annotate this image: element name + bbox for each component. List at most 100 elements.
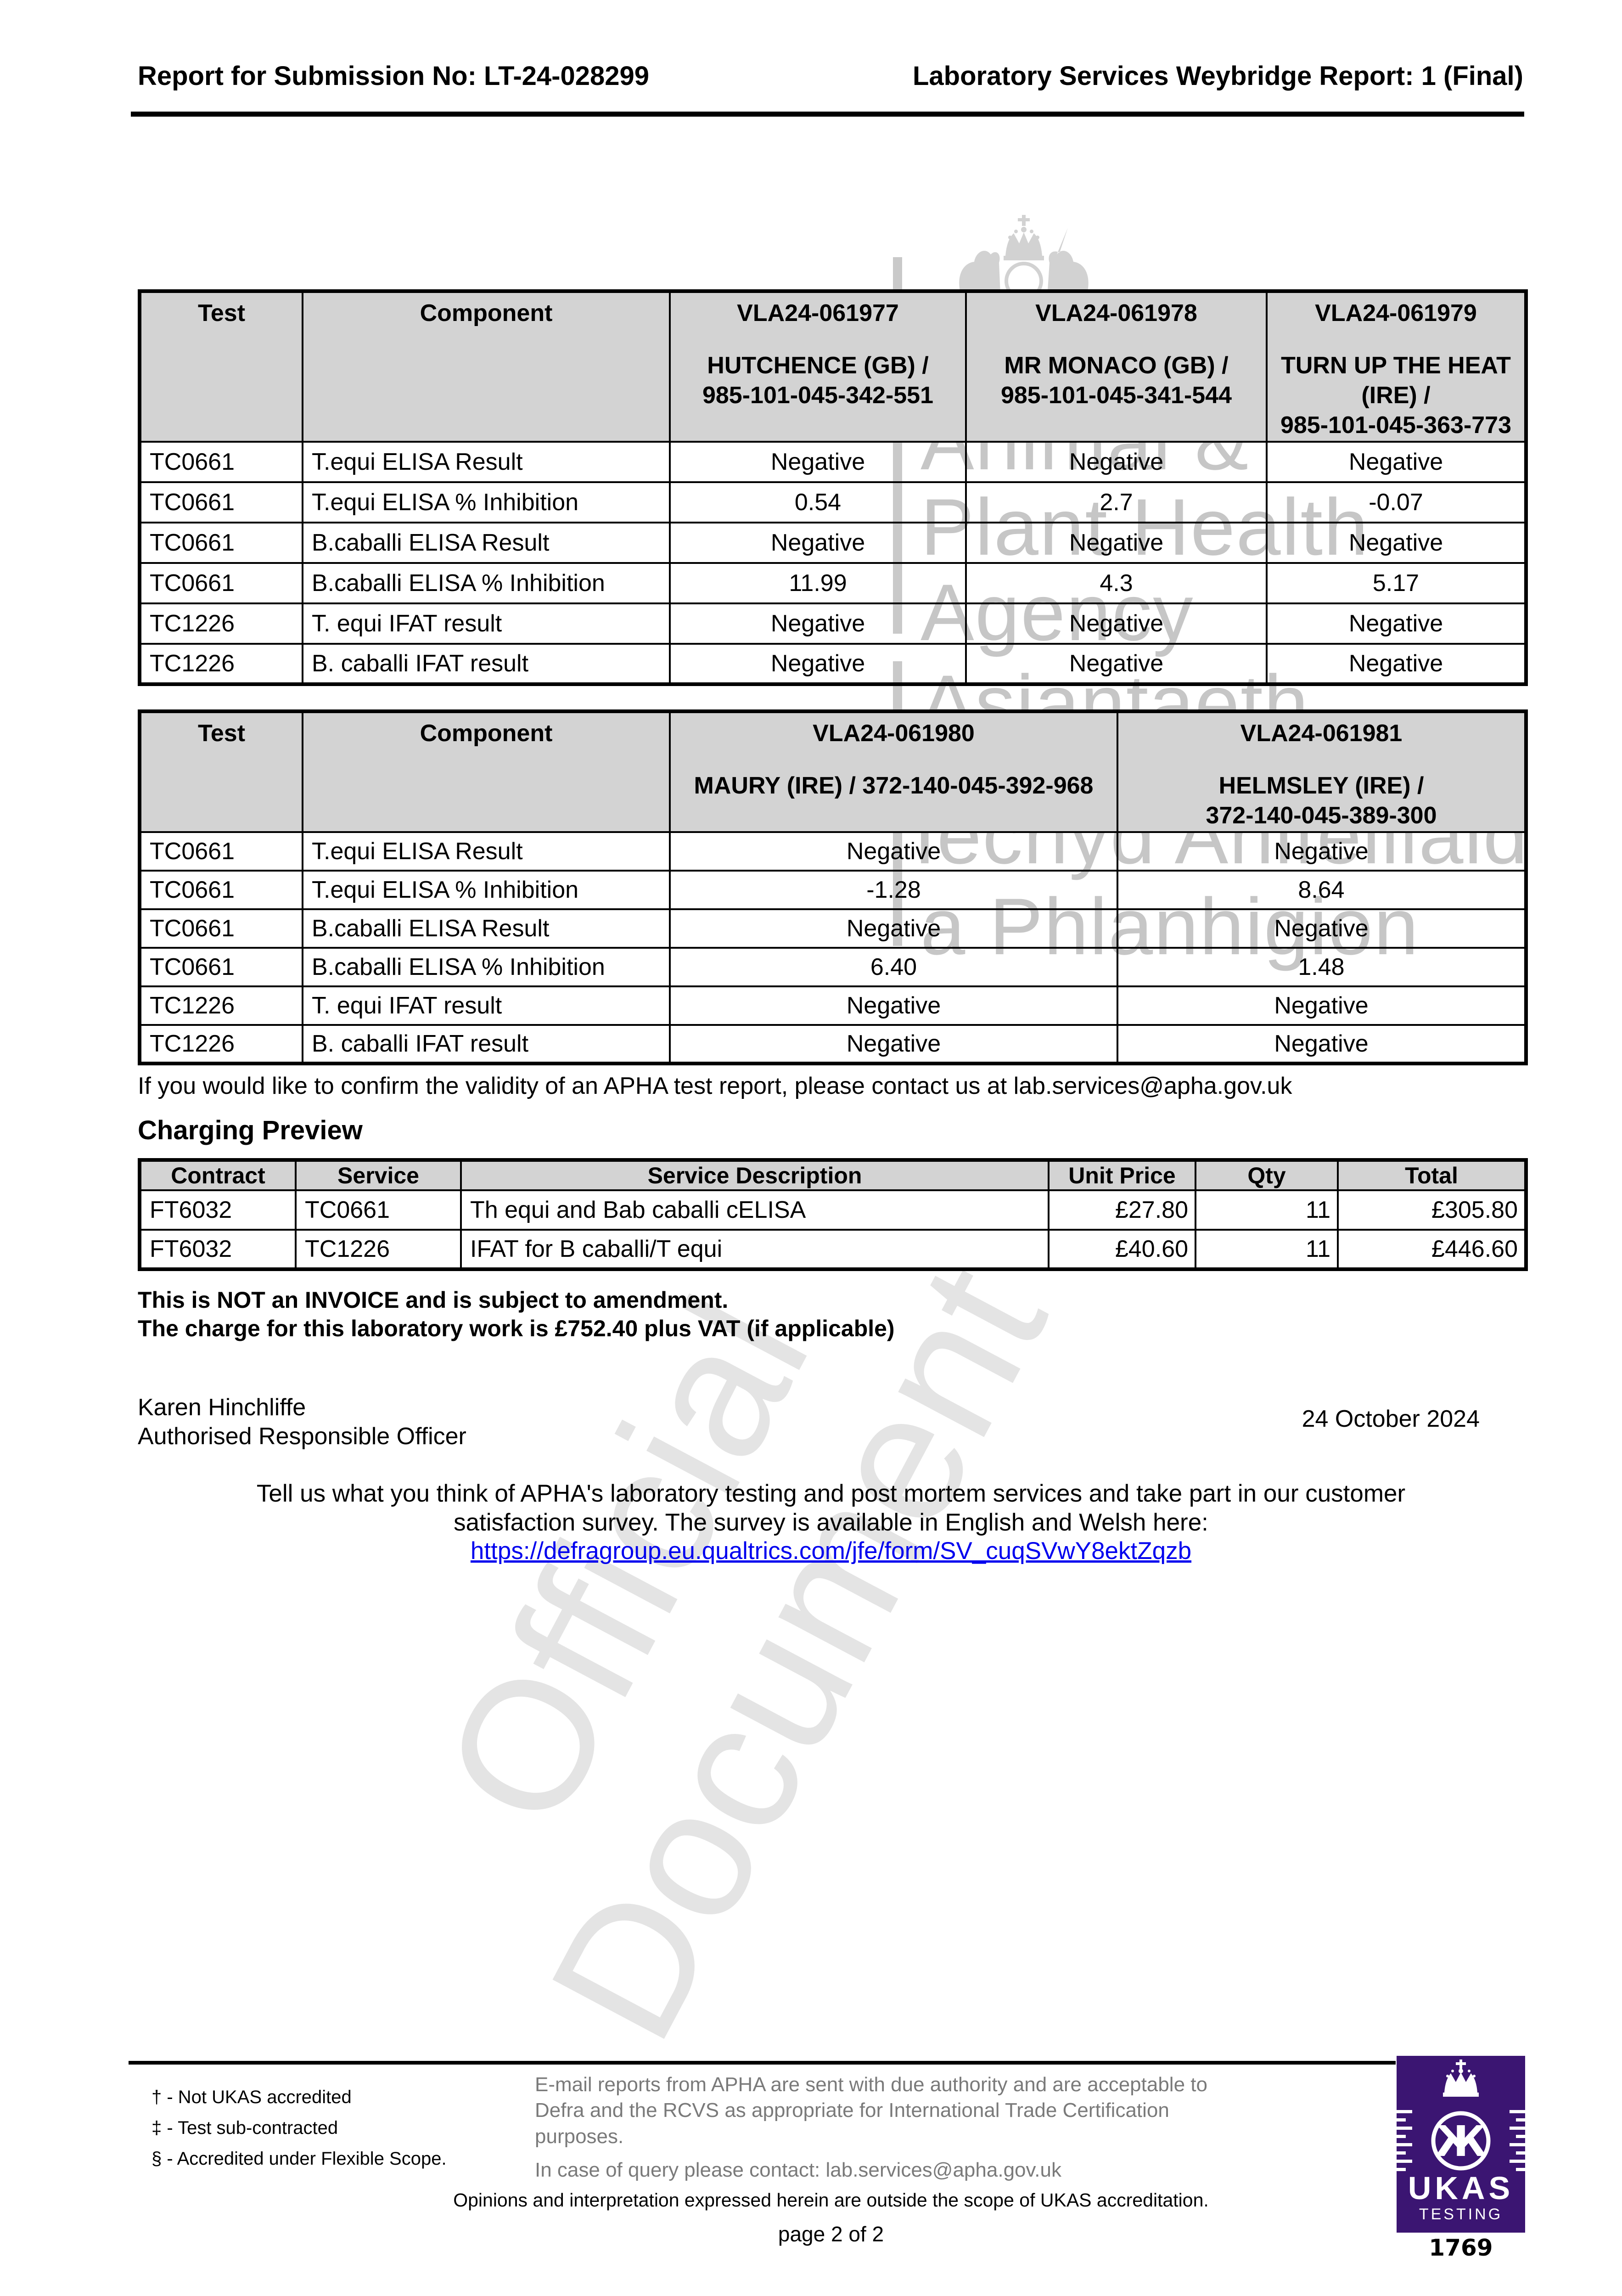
survey-text-line2: satisfaction survey. The survey is avail… <box>454 1508 1208 1536</box>
result-value: -1.28 <box>669 870 1118 910</box>
result-value: Negative <box>1266 602 1527 645</box>
result-value: Negative <box>669 441 967 483</box>
test-code: TC0661 <box>139 481 303 523</box>
result-value: Negative <box>1117 1024 1527 1064</box>
sample-id: VLA24-061977 <box>737 300 899 326</box>
component: B. caballi IFAT result <box>302 1024 671 1064</box>
qty: 11 <box>1195 1229 1339 1270</box>
ukas-device-mark: Ж <box>1435 2117 1487 2166</box>
test-code: TC0661 <box>139 441 303 483</box>
result-value: 2.7 <box>965 481 1268 523</box>
result-value: Negative <box>669 831 1118 872</box>
table-row: TC0661 T.equi ELISA % Inhibition -1.28 8… <box>139 870 1527 910</box>
test-code: TC1226 <box>139 985 303 1026</box>
result-value: Negative <box>669 908 1118 949</box>
legend-subcontracted: ‡ - Test sub-contracted <box>152 2118 338 2138</box>
report-date: 24 October 2024 <box>1302 1406 1480 1432</box>
charging-preview-title: Charging Preview <box>138 1115 363 1145</box>
component: B.caballi ELISA Result <box>302 522 671 564</box>
sample-ref: 985-101-045-341-544 <box>1000 382 1232 409</box>
ukas-testing-logo: Ж UKAS TESTING <box>1397 2056 1525 2233</box>
col-header-component: Component <box>302 710 671 833</box>
sample-ref: 985-101-045-342-551 <box>702 382 934 409</box>
table-row: TC1226 T. equi IFAT result Negative Nega… <box>139 985 1527 1026</box>
opinions-disclaimer: Opinions and interpretation expressed he… <box>453 2189 1209 2211</box>
sample-name: MAURY (IRE) / 372-140-045-392-968 <box>694 772 1094 799</box>
component: T.equi ELISA Result <box>302 831 671 872</box>
result-value: Negative <box>1117 985 1527 1026</box>
result-value: Negative <box>1117 908 1527 949</box>
query-contact-note: In case of query please contact: lab.ser… <box>535 2159 1061 2181</box>
service-description: IFAT for B caballi/T equi <box>460 1229 1050 1270</box>
legend-not-ukas: † - Not UKAS accredited <box>152 2087 352 2107</box>
table-row: TC0661 T.equi ELISA % Inhibition 0.54 2.… <box>139 481 1527 523</box>
component: B. caballi IFAT result <box>302 643 671 685</box>
sample-name: MR MONACO (GB) / <box>1004 352 1229 379</box>
result-value: Negative <box>965 602 1268 645</box>
result-value: Negative <box>669 522 967 564</box>
service: TC0661 <box>295 1189 462 1231</box>
total: £305.80 <box>1337 1189 1527 1231</box>
result-value: 0.54 <box>669 481 967 523</box>
table-row: FT6032 TC1226 IFAT for B caballi/T equi … <box>139 1229 1527 1270</box>
signatory-role: Authorised Responsible Officer <box>138 1423 466 1450</box>
table-row: TC0661 B.caballi ELISA Result Negative N… <box>139 908 1527 949</box>
sample-id: VLA24-061978 <box>1035 300 1197 326</box>
report-submission-title: Report for Submission No: LT-24-028299 <box>138 61 650 91</box>
result-value: 1.48 <box>1117 947 1527 987</box>
result-value: Negative <box>669 643 967 685</box>
sample-name: HELMSLEY (IRE) / <box>1218 772 1424 799</box>
table-row: TC0661 B.caballi ELISA Result Negative N… <box>139 522 1527 564</box>
table-row: TC1226 T. equi IFAT result Negative Nega… <box>139 602 1527 645</box>
test-code: TC0661 <box>139 870 303 910</box>
result-value: Negative <box>669 1024 1118 1064</box>
sample-header: VLA24-061980 MAURY (IRE) / 372-140-045-3… <box>669 710 1118 833</box>
result-value: Negative <box>1266 522 1527 564</box>
col-header-qty: Qty <box>1195 1159 1339 1191</box>
service: TC1226 <box>295 1229 462 1270</box>
sample-id: VLA24-061979 <box>1315 300 1477 326</box>
results-table-1: Test Component VLA24-061977 HUTCHENCE (G… <box>138 289 1528 686</box>
sample-name: HUTCHENCE (GB) / <box>707 352 929 379</box>
table-row: TC0661 B.caballi ELISA % Inhibition 11.9… <box>139 562 1527 604</box>
legend-flexible-scope: § - Accredited under Flexible Scope. <box>152 2149 447 2169</box>
result-value: Negative <box>1266 441 1527 483</box>
sample-header: VLA24-061981 HELMSLEY (IRE) / 372-140-04… <box>1117 710 1527 833</box>
test-code: TC0661 <box>139 562 303 604</box>
sample-id: VLA24-061980 <box>813 720 975 747</box>
test-code: TC0661 <box>139 831 303 872</box>
ukas-device-circle <box>1431 2111 1491 2171</box>
result-value: 6.40 <box>669 947 1118 987</box>
result-value: 8.64 <box>1117 870 1527 910</box>
table-row: TC1226 B. caballi IFAT result Negative N… <box>139 643 1527 685</box>
result-value: Negative <box>669 602 967 645</box>
col-header-test: Test <box>139 710 303 833</box>
test-code: TC0661 <box>139 947 303 987</box>
component: T.equi ELISA Result <box>302 441 671 483</box>
table-row: TC1226 B. caballi IFAT result Negative N… <box>139 1024 1527 1064</box>
result-value: Negative <box>669 985 1118 1026</box>
survey-link[interactable]: https://defragroup.eu.qualtrics.com/jfe/… <box>470 1537 1192 1565</box>
lab-services-title: Laboratory Services Weybridge Report: 1 … <box>912 61 1523 91</box>
col-header-contract: Contract <box>139 1159 297 1191</box>
service-description: Th equi and Bab caballi cELISA <box>460 1189 1050 1231</box>
ukas-wordmark: UKAS <box>1408 2170 1514 2206</box>
ukas-type-label: TESTING <box>1419 2206 1503 2223</box>
test-code: TC1226 <box>139 602 303 645</box>
footer-rule <box>129 2061 1396 2065</box>
page-number: page 2 of 2 <box>778 2222 884 2246</box>
sample-ref: 985-101-045-363-773 <box>1280 412 1512 439</box>
sample-header: VLA24-061977 HUTCHENCE (GB) / 985-101-04… <box>669 290 967 443</box>
charging-table: Contract Service Service Description Uni… <box>138 1158 1528 1271</box>
sample-name: TURN UP THE HEAT (IRE) / <box>1281 352 1511 409</box>
test-code: TC0661 <box>139 522 303 564</box>
col-header-component: Component <box>302 290 671 443</box>
component: T.equi ELISA % Inhibition <box>302 870 671 910</box>
contract: FT6032 <box>139 1229 297 1270</box>
component: T. equi IFAT result <box>302 985 671 1026</box>
validity-note: If you would like to confirm the validit… <box>138 1073 1292 1099</box>
col-header-description: Service Description <box>460 1159 1050 1191</box>
qty: 11 <box>1195 1189 1339 1231</box>
component: T.equi ELISA % Inhibition <box>302 481 671 523</box>
